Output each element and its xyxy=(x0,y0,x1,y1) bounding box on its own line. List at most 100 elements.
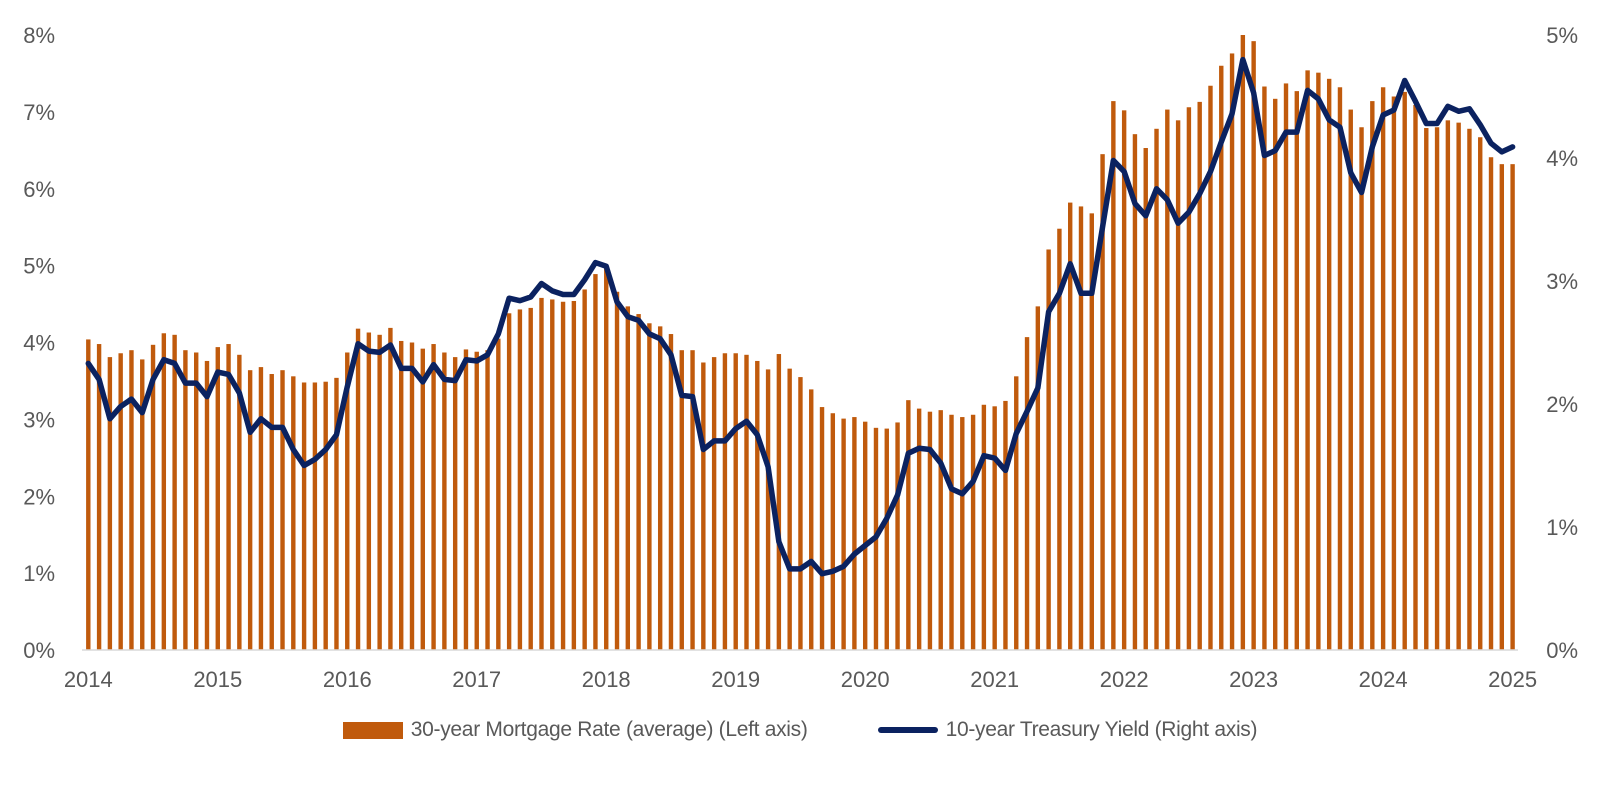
mortgage-bar xyxy=(1413,104,1418,650)
mortgage-bar xyxy=(1348,109,1353,650)
mortgage-bar xyxy=(194,352,199,650)
mortgage-bar xyxy=(852,417,857,650)
legend-label-mortgage: 30-year Mortgage Rate (average) (Left ax… xyxy=(410,718,808,741)
mortgage-bar xyxy=(776,354,782,650)
mortgage-bar xyxy=(226,344,231,650)
mortgage-bar xyxy=(140,359,145,650)
treasury-yield-line xyxy=(85,56,1516,577)
mortgage-bar xyxy=(258,367,264,650)
mortgage-bar xyxy=(668,334,674,650)
mortgage-bar xyxy=(161,333,167,650)
mortgage-bar xyxy=(528,307,533,650)
left-axis-tick-label: 7% xyxy=(23,100,55,125)
mortgage-bar xyxy=(345,352,350,650)
mortgage-bar xyxy=(409,342,415,650)
mortgage-bar xyxy=(388,327,393,650)
mortgage-bar xyxy=(517,309,523,650)
mortgage-bar xyxy=(183,350,188,650)
x-axis-tick-label: 2023 xyxy=(1229,667,1278,692)
mortgage-bar xyxy=(1434,127,1440,650)
mortgage-bar xyxy=(485,350,490,650)
mortgage-bar xyxy=(215,347,220,650)
right-axis-tick-label: 3% xyxy=(1546,269,1578,294)
x-axis-tick-label: 2015 xyxy=(193,667,242,692)
mortgage-bar xyxy=(582,289,587,650)
mortgage-bar xyxy=(765,369,771,650)
mortgage-bar xyxy=(107,357,113,650)
mortgage-bar xyxy=(86,339,91,650)
mortgage-bar xyxy=(862,421,868,650)
mortgage-bar xyxy=(1165,109,1170,650)
mortgage-bar xyxy=(819,407,825,650)
mortgage-bar xyxy=(474,351,479,650)
mortgage-bar xyxy=(1499,164,1505,650)
mortgage-bar xyxy=(1305,70,1310,651)
mortgage-bar xyxy=(312,382,318,650)
left-axis-tick-label: 1% xyxy=(23,561,55,586)
mortgage-bar xyxy=(1488,157,1494,651)
mortgage-bar xyxy=(1424,128,1429,650)
left-axis-tick-label: 0% xyxy=(23,638,55,663)
mortgage-bar xyxy=(506,313,512,650)
mortgage-bar xyxy=(1046,249,1051,651)
legend-bar-swatch-icon xyxy=(342,721,403,739)
mortgage-bar xyxy=(1283,83,1289,651)
mortgage-bar xyxy=(906,400,911,650)
legend-label-treasury: 10-year Treasury Yield (Right axis) xyxy=(945,718,1258,741)
mortgage-bar xyxy=(269,374,274,650)
mortgage-bar xyxy=(733,353,738,650)
mortgage-bar xyxy=(1294,91,1299,651)
mortgage-bar xyxy=(614,291,620,650)
legend-item-treasury: 10-year Treasury Yield (Right axis) xyxy=(877,718,1258,742)
mortgage-bar xyxy=(657,326,663,650)
mortgage-bar xyxy=(172,334,177,650)
mortgage-bar xyxy=(463,349,469,650)
mortgage-bar xyxy=(366,332,372,650)
legend-line-swatch-icon xyxy=(877,727,938,733)
mortgage-bar xyxy=(1197,101,1202,650)
left-axis-tick-label: 2% xyxy=(23,484,55,509)
mortgage-bar xyxy=(399,340,404,650)
mortgage-bar xyxy=(636,314,641,650)
x-axis-tick-label: 2020 xyxy=(841,667,890,692)
mortgage-bar xyxy=(118,353,123,650)
mortgage-bar xyxy=(916,408,922,650)
mortgage-bar xyxy=(1219,65,1224,650)
mortgage-bar xyxy=(571,300,577,650)
left-axis-tick-label: 8% xyxy=(23,23,55,48)
mortgage-bar xyxy=(1111,101,1116,651)
mortgage-bar xyxy=(625,306,631,650)
mortgage-bar xyxy=(1014,376,1019,650)
mortgage-bar xyxy=(981,404,987,650)
mortgage-bar xyxy=(798,377,803,650)
mortgage-bar xyxy=(1337,87,1343,650)
mortgage-bar xyxy=(129,350,134,650)
mortgage-bar xyxy=(949,414,954,650)
mortgage-bar xyxy=(1510,164,1515,650)
mortgage-bar xyxy=(1175,120,1181,650)
x-axis-tick-label: 2021 xyxy=(970,667,1019,692)
mortgage-bar xyxy=(992,406,997,650)
mortgage-bar xyxy=(1132,134,1138,651)
mortgage-bar xyxy=(711,357,717,650)
x-axis-tick-label: 2019 xyxy=(711,667,760,692)
mortgage-bar xyxy=(1078,206,1084,650)
x-axis-tick-label: 2024 xyxy=(1359,667,1408,692)
mortgage-bar xyxy=(1057,228,1062,650)
mortgage-bar xyxy=(960,417,965,650)
mortgage-bar xyxy=(496,338,501,650)
right-axis-tick-label: 1% xyxy=(1546,515,1578,540)
mortgage-bar xyxy=(755,360,760,650)
left-axis-tick-label: 3% xyxy=(23,407,55,432)
mortgage-bar xyxy=(1208,85,1213,651)
mortgage-bar xyxy=(442,352,447,650)
left-axis-tick-label: 6% xyxy=(23,177,55,202)
mortgage-bar xyxy=(1024,337,1030,650)
right-axis-tick-label: 4% xyxy=(1546,146,1578,171)
right-axis-tick-label: 5% xyxy=(1546,23,1578,48)
mortgage-bar xyxy=(560,301,566,650)
mortgage-bar xyxy=(1035,306,1041,650)
right-axis-tick-label: 2% xyxy=(1546,392,1578,417)
x-axis-tick-label: 2017 xyxy=(452,667,501,692)
mortgage-bar xyxy=(420,348,425,650)
